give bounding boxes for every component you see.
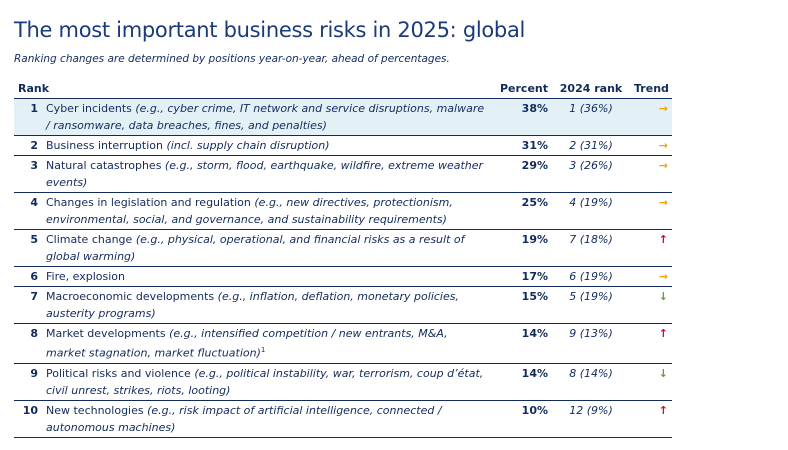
risk: Macroeconomic developments (e.g., inflat… [42, 286, 493, 324]
risk-name: Cyber incidents [46, 102, 132, 115]
risk-name: Changes in legislation and regulation [46, 196, 251, 209]
risk: Political risks and violence (e.g., poli… [42, 363, 493, 401]
percent: 14% [492, 323, 553, 364]
column-header: Trend [630, 80, 673, 99]
rank: 10 [14, 400, 42, 438]
risk-name: Natural catastrophes [46, 159, 162, 172]
percent: 25% [492, 192, 553, 230]
row: 2 Business interruption (incl. supply cha… [14, 135, 673, 156]
subtitle: Ranking changes are determined by positi… [14, 53, 450, 65]
prev-rank: 8 (14%) [552, 363, 631, 401]
risk: Fire, explosion [42, 266, 493, 287]
prev-rank: 12 (9%) [552, 400, 631, 438]
risk: New technologies (e.g., risk impact of a… [42, 400, 493, 438]
header-row: Rank Percent 2024 rank Trend [14, 80, 673, 99]
risk-name: Business interruption [46, 139, 163, 152]
rank: 7 [14, 286, 42, 324]
trend: → [630, 98, 673, 136]
column-header: Rank [14, 80, 493, 99]
risk: Natural catastrophes (e.g., storm, flood… [42, 155, 493, 193]
risk: Market developments (e.g., intensified c… [42, 323, 493, 364]
trend: → [630, 192, 673, 230]
prev-rank: 3 (26%) [552, 155, 631, 193]
trend: → [630, 155, 673, 193]
percent: 19% [492, 229, 553, 267]
risk: Business interruption (incl. supply chai… [42, 135, 493, 156]
risk-name: New technologies [46, 403, 144, 417]
prev-rank: 2 (31%) [552, 135, 631, 156]
risk-detail: (e.g., risk impact of artificial intelli… [46, 403, 442, 434]
trend: → [630, 135, 673, 156]
row: 6 Fire, explosion 17% 6 (19%) → [14, 266, 673, 287]
row: 9 Political risks and violence (e.g., pol… [14, 363, 673, 401]
row: 1 Cyber incidents (e.g., cyber crime, IT … [14, 98, 673, 136]
column-header: Percent [492, 80, 553, 99]
rank: 5 [14, 229, 42, 267]
risk-detail: (e.g., storm, flood, earthquake, wildfir… [46, 159, 484, 189]
prev-rank: 4 (19%) [552, 192, 631, 230]
trend: ↓ [630, 363, 673, 401]
row: 3 Natural catastrophes (e.g., storm, floo… [14, 155, 673, 193]
rank: 4 [14, 192, 42, 230]
percent: 15% [492, 286, 553, 324]
row: 8 Market developments (e.g., intensified … [14, 323, 673, 364]
percent: 10% [492, 400, 553, 438]
risk-detail: (e.g., physical, operational, and financ… [46, 233, 465, 263]
percent: 14% [492, 363, 553, 401]
table-body: 1 Cyber incidents (e.g., cyber crime, IT … [14, 98, 673, 438]
column-header: 2024 rank [552, 80, 631, 99]
row: 10 New technologies (e.g., risk impact of… [14, 400, 673, 438]
prev-rank: 6 (19%) [552, 266, 631, 287]
rank: 6 [14, 266, 42, 287]
risk-detail: (e.g., cyber crime, IT network and servi… [46, 102, 485, 132]
trend: ↑ [630, 229, 673, 267]
risk-table: Rank Percent 2024 rank Trend 1 Cyber inci… [14, 80, 673, 438]
row: 4 Changes in legislation and regulation (… [14, 192, 673, 230]
risk-detail: (e.g., political instability, war, terro… [46, 366, 484, 397]
risk-detail: (e.g., new directives, protectionism, en… [46, 196, 453, 226]
percent: 17% [492, 266, 553, 287]
risk-name: Macroeconomic developments [46, 290, 215, 303]
rank: 8 [14, 323, 42, 364]
risk-name: Fire, explosion [46, 270, 125, 283]
risk-name: Political risks and violence [46, 366, 191, 380]
risk: Cyber incidents (e.g., cyber crime, IT n… [42, 98, 493, 136]
footnote: 1 [260, 346, 266, 354]
prev-rank: 1 (36%) [552, 98, 631, 136]
prev-rank: 7 (18%) [552, 229, 631, 267]
rank: 9 [14, 363, 42, 401]
percent: 38% [492, 98, 553, 136]
risk-detail: (e.g., inflation, deflation, monetary po… [46, 290, 459, 320]
rank: 2 [14, 135, 42, 156]
risk-detail: (e.g., intensified competition / new ent… [46, 327, 448, 360]
risk: Climate change (e.g., physical, operatio… [42, 229, 493, 267]
title: The most important business risks in 202… [14, 18, 526, 42]
rank: 3 [14, 155, 42, 193]
row: 5 Climate change (e.g., physical, operati… [14, 229, 673, 267]
trend: ↑ [630, 323, 673, 364]
trend: → [630, 266, 673, 287]
trend: ↑ [630, 400, 673, 438]
percent: 31% [492, 135, 553, 156]
prev-rank: 5 (19%) [552, 286, 631, 324]
trend: ↓ [630, 286, 673, 324]
risk-name: Climate change [46, 233, 133, 246]
risk-name: Market developments [46, 327, 166, 340]
risk-detail: (incl. supply chain disruption) [166, 139, 330, 152]
rank: 1 [14, 98, 42, 136]
row: 7 Macroeconomic developments (e.g., infla… [14, 286, 673, 324]
prev-rank: 9 (13%) [552, 323, 631, 364]
risk: Changes in legislation and regulation (e… [42, 192, 493, 230]
percent: 29% [492, 155, 553, 193]
